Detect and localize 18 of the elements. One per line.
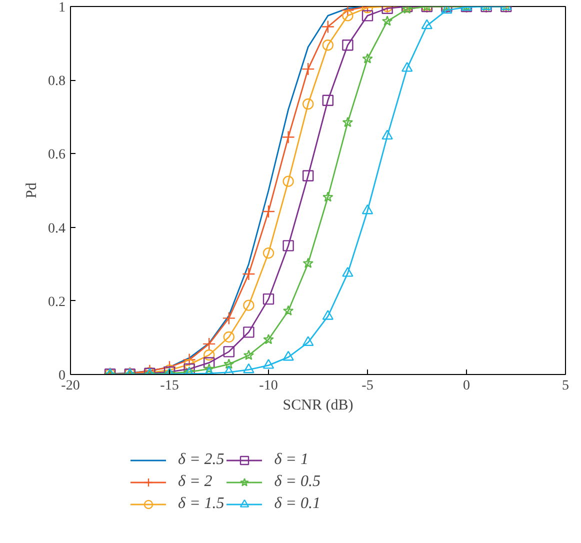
x-tick-label: -15	[160, 378, 179, 394]
legend-label: δ = 1.5	[178, 495, 224, 513]
y-tick-label: 0.6	[48, 148, 66, 163]
legend-label: δ = 0.5	[274, 473, 320, 491]
y-axis-title: Pd	[24, 182, 40, 198]
y-tick-label: 0.8	[48, 74, 66, 90]
legend-label: δ = 2	[178, 473, 212, 491]
x-tick-label: 5	[562, 378, 569, 394]
x-tick-label: 0	[463, 378, 470, 394]
x-tick-label: -5	[362, 378, 374, 394]
x-axis-title: SCNR (dB)	[282, 398, 354, 414]
legend-label: δ = 2.5	[178, 451, 224, 469]
y-tick-label: 0.4	[48, 221, 66, 236]
legend-label: δ = 0.1	[274, 495, 320, 513]
y-tick-label: 1	[58, 0, 66, 16]
y-tick-label: 0.2	[48, 294, 66, 310]
legend-label: δ = 1	[274, 451, 308, 469]
x-tick-label: -10	[259, 378, 278, 394]
